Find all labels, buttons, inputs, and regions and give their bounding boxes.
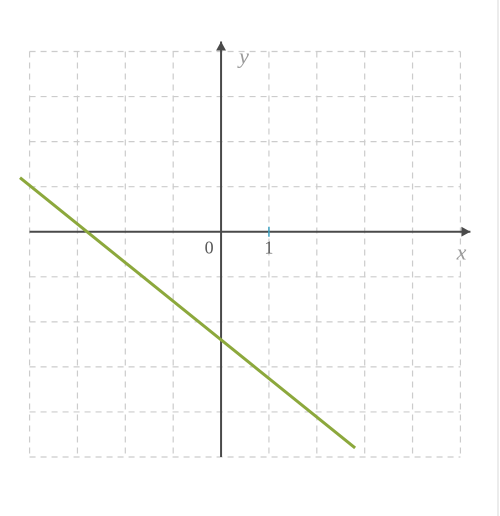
- coordinate-plane-chart: 0 1 y x: [0, 0, 500, 516]
- x-axis-label: x: [456, 240, 467, 265]
- chart-svg: 0 1 y x: [0, 0, 500, 516]
- unit-label: 1: [264, 238, 273, 258]
- origin-label: 0: [205, 238, 214, 258]
- y-axis-label: y: [237, 44, 249, 69]
